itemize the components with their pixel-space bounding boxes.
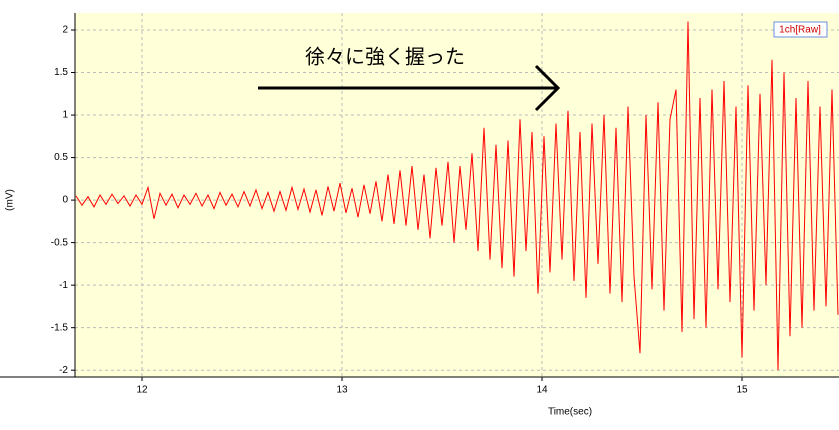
plot-area [75, 13, 839, 377]
signal-line [75, 21, 839, 371]
legend-box [773, 21, 828, 38]
marks [75, 21, 839, 371]
x-tick-label: 14 [536, 385, 548, 396]
annotation: 徐々に強く握った [305, 45, 465, 68]
y-tick-label: -0.5 [51, 237, 69, 248]
y-tick-label: -1.5 [51, 322, 69, 333]
y-tick-label: -1 [59, 280, 68, 291]
arrow [258, 64, 561, 112]
x-tick-label: 13 [336, 385, 348, 396]
y-tick-label: 1 [62, 110, 68, 121]
y-tick-label: -2 [59, 365, 68, 376]
x-tick-label: 15 [736, 385, 748, 396]
legend-label: 1ch[Raw] [779, 25, 821, 36]
y-axis-label: (mV) [5, 189, 16, 211]
y-tick-label: 2 [62, 25, 68, 36]
y-tick-label: 0 [62, 195, 68, 206]
y-tick-label: 1.5 [54, 67, 68, 78]
x-tick-label: 12 [136, 385, 148, 396]
x-axis-label: Time(sec) [548, 407, 592, 418]
y-tick-label: 0.5 [54, 152, 68, 163]
